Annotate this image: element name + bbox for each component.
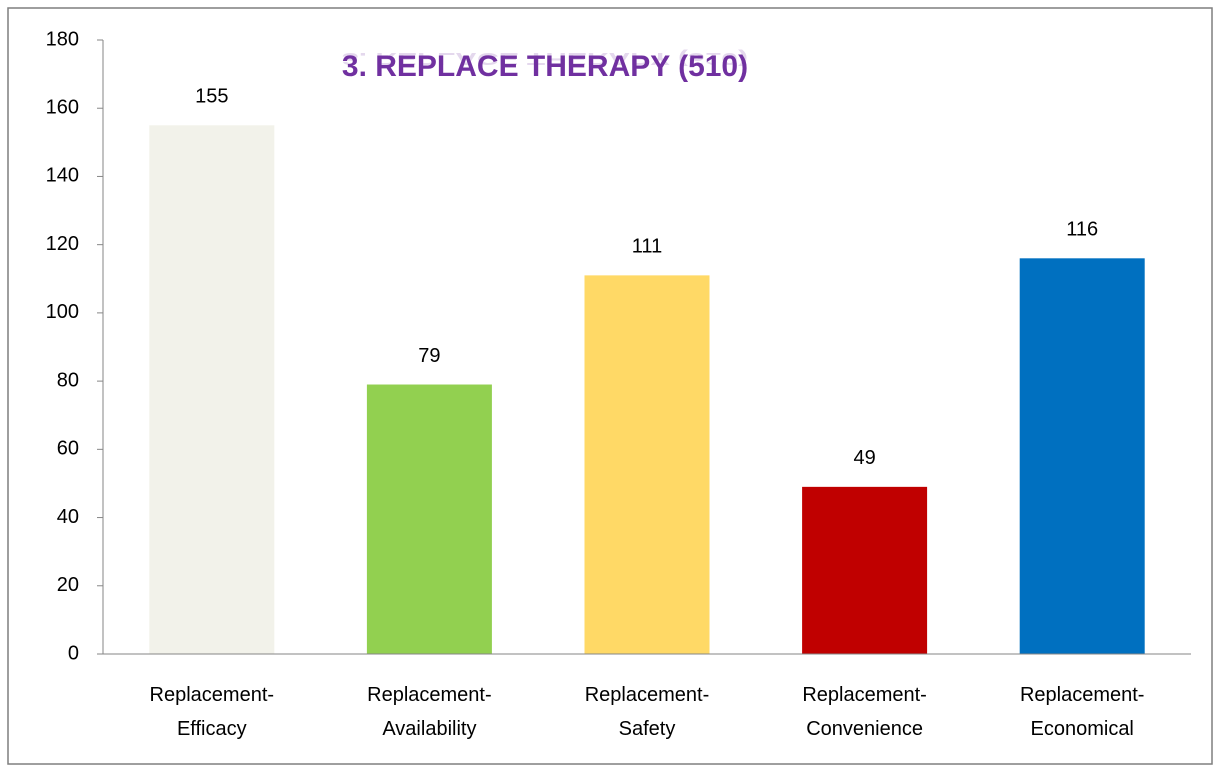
data-label: 49 [853, 447, 875, 469]
y-tick-label: 20 [57, 574, 79, 596]
y-tick-label: 180 [46, 28, 79, 50]
x-tick-label: Replacement- Efficacy [150, 684, 275, 740]
bar [149, 125, 275, 655]
data-label: 116 [1066, 219, 1098, 241]
bar [366, 384, 492, 654]
bar [584, 275, 710, 654]
x-tick-label-line: Convenience [806, 718, 923, 740]
chart-title: 3. REPLACE THERAPY (510) [342, 50, 748, 83]
x-tick-label-line: Economical [1031, 718, 1134, 740]
y-tick-label: 0 [68, 642, 79, 664]
x-tick-label-line: Replacement- [585, 684, 710, 706]
data-label: 155 [195, 86, 228, 108]
x-tick-label-line: Replacement- [367, 684, 492, 706]
y-tick-label: 80 [57, 369, 79, 391]
data-label: 79 [418, 345, 440, 367]
data-label: 111 [632, 236, 662, 258]
chart-title-reflection: 3. REPLACE THERAPY (510) [342, 48, 748, 68]
y-tick-label: 140 [46, 165, 79, 187]
y-tick-label: 120 [46, 233, 79, 255]
x-tick-label: Replacement- Safety [585, 684, 710, 740]
bar [1019, 258, 1145, 654]
x-tick-label: Replacement- Economical [1020, 684, 1145, 740]
x-tick-label: Replacement- Convenience [802, 684, 927, 740]
x-tick-label-line: Replacement- [1020, 684, 1145, 706]
bar [802, 486, 928, 654]
y-tick-label: 60 [57, 438, 79, 460]
x-tick-label-line: Safety [619, 718, 676, 740]
x-tick-label-line: Replacement- [802, 684, 927, 706]
x-tick-label-line: Replacement- [150, 684, 275, 706]
y-tick-label: 160 [46, 97, 79, 119]
y-tick-label: 40 [57, 506, 79, 528]
x-tick-label: Replacement- Availability [367, 684, 492, 740]
x-tick-label-line: Efficacy [177, 718, 247, 740]
y-tick-label: 100 [46, 301, 79, 323]
x-tick-label-line: Availability [382, 718, 476, 740]
